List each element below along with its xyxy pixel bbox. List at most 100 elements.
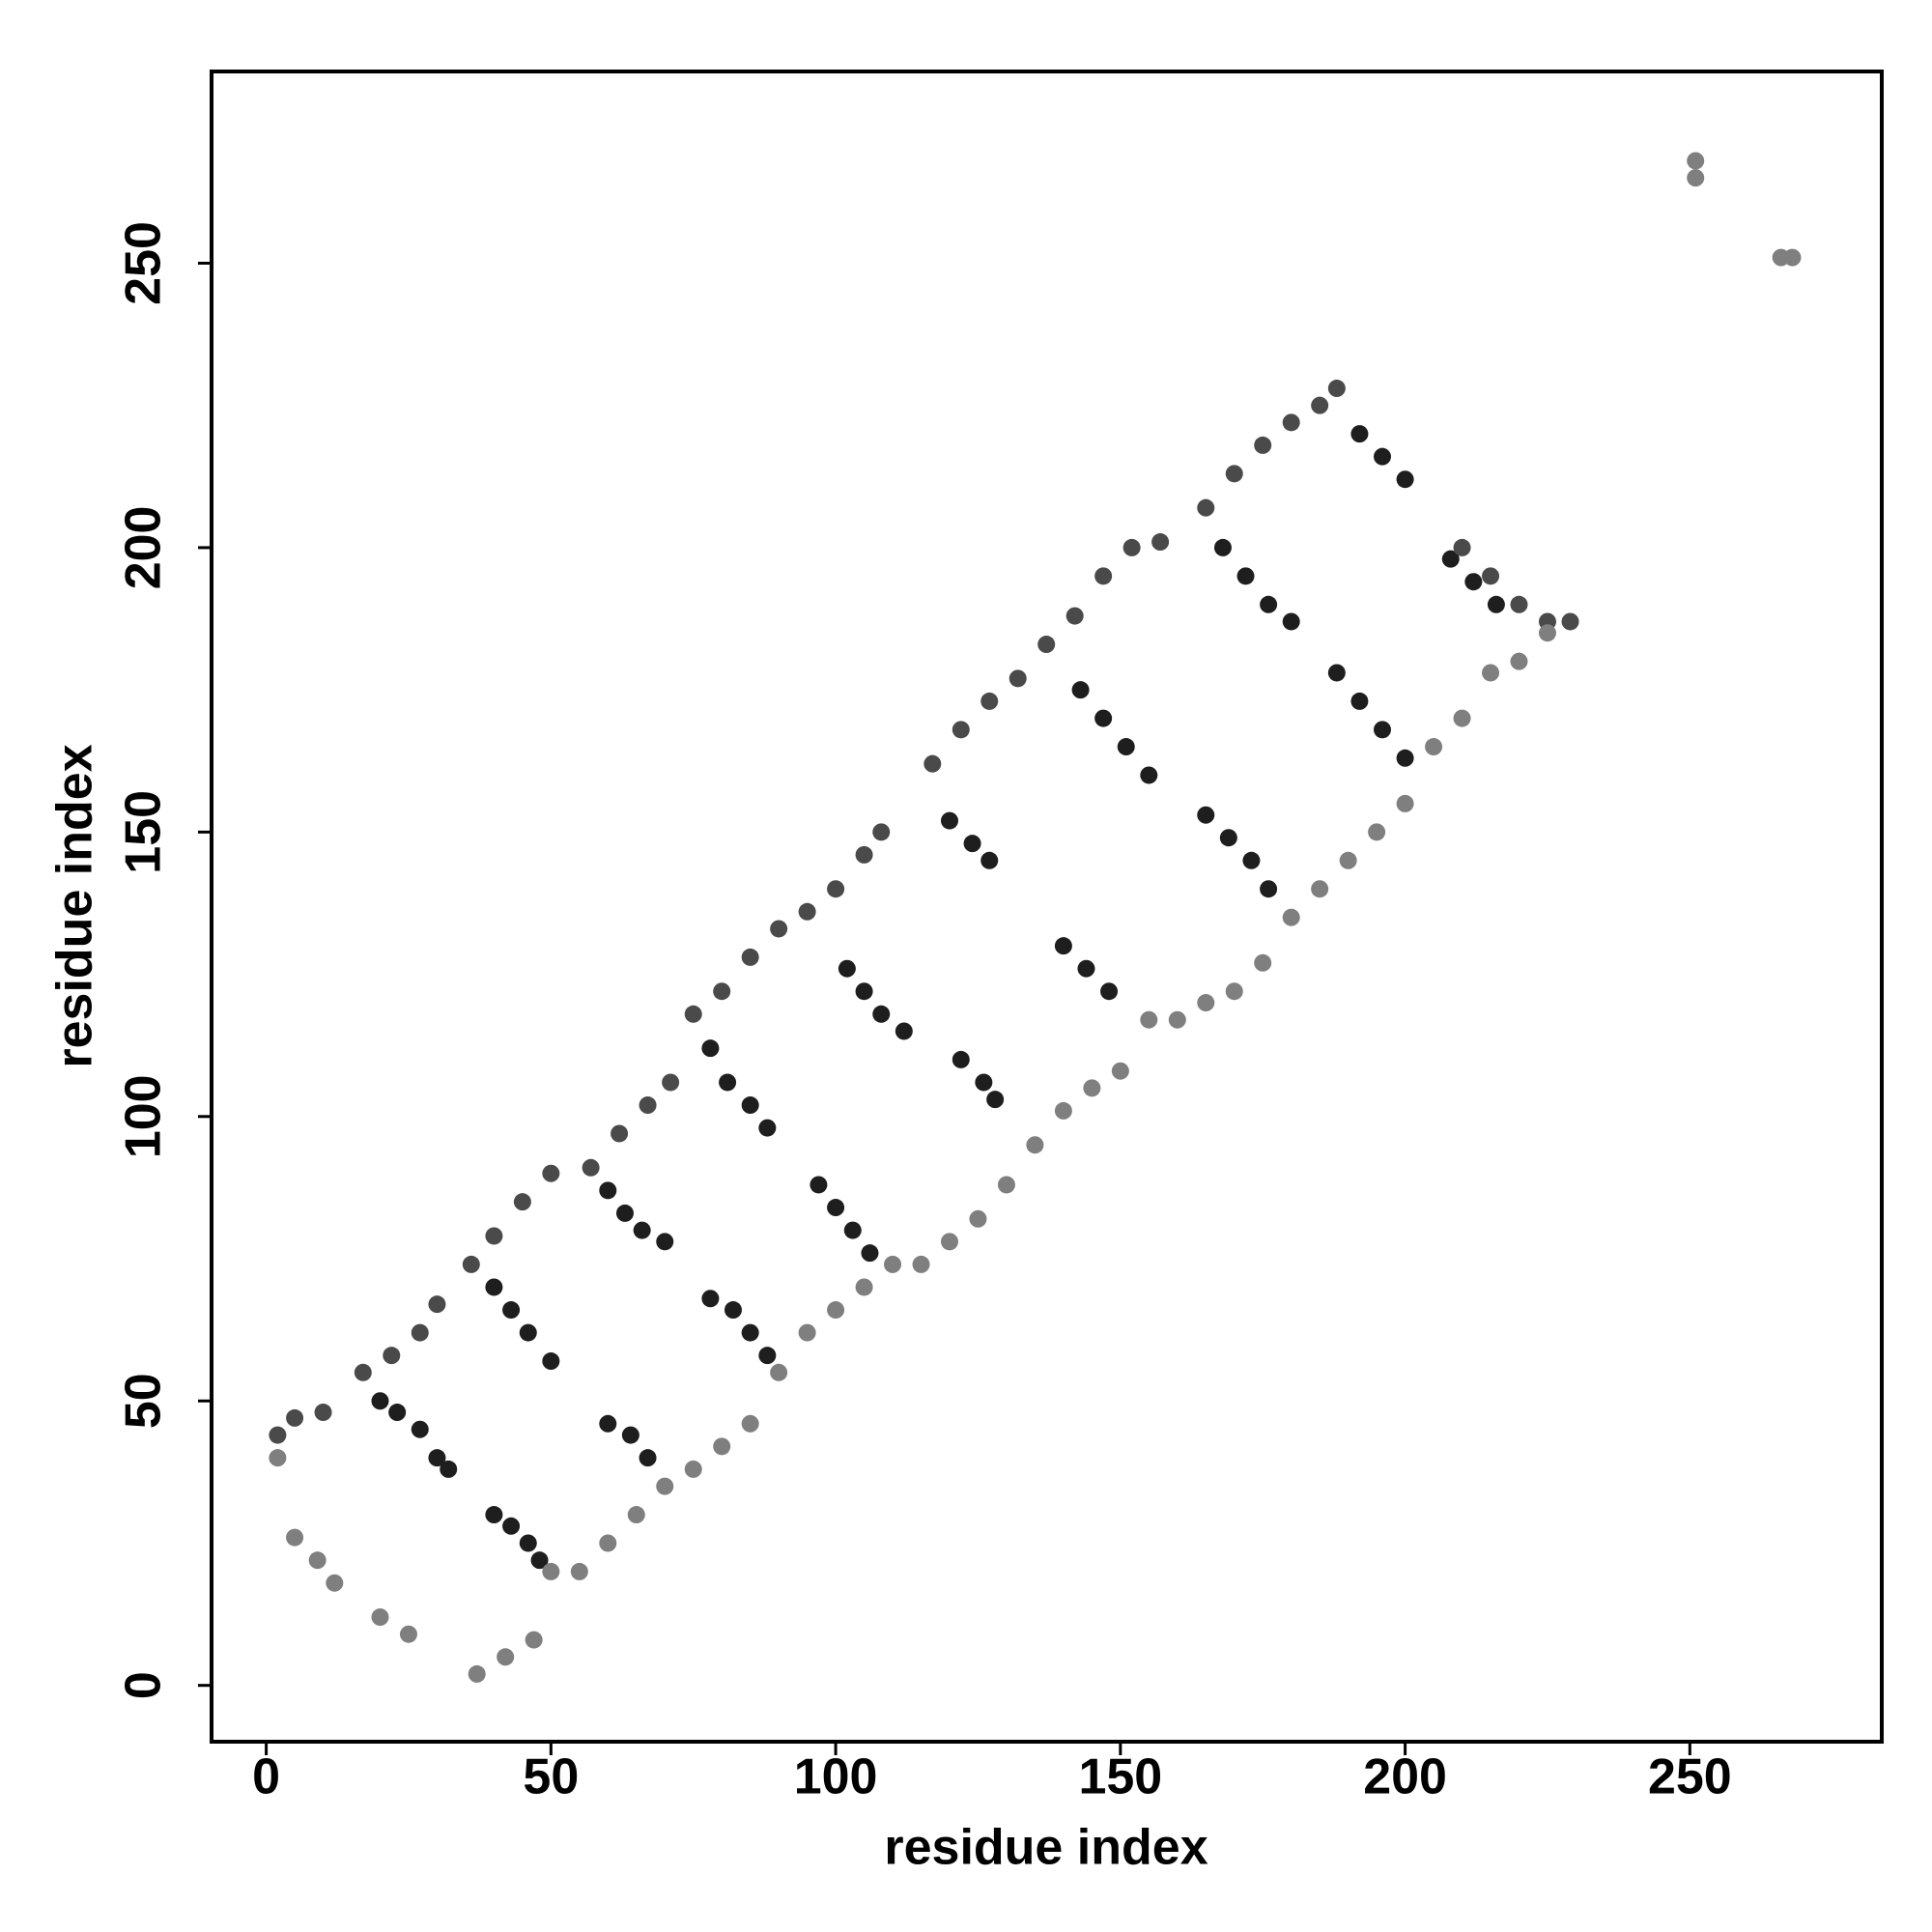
point	[1065, 607, 1084, 625]
point	[1260, 595, 1278, 613]
point	[485, 1227, 503, 1245]
point	[741, 1414, 759, 1433]
point	[286, 1528, 304, 1547]
point	[519, 1323, 537, 1342]
point	[1327, 380, 1346, 398]
point	[713, 1437, 731, 1456]
y-tick-label: 100	[116, 1074, 172, 1158]
point	[1225, 982, 1243, 1001]
point	[701, 1039, 720, 1058]
point	[1374, 447, 1392, 466]
point	[525, 1631, 543, 1649]
point	[827, 1199, 845, 1217]
point	[513, 1193, 531, 1211]
point	[308, 1551, 327, 1570]
point	[798, 902, 816, 921]
point	[542, 1352, 560, 1371]
point	[1254, 953, 1272, 972]
point	[1687, 169, 1705, 187]
point	[963, 835, 981, 853]
point	[940, 1233, 958, 1251]
point	[855, 845, 873, 864]
point	[1453, 538, 1471, 556]
y-tick-label: 250	[116, 221, 172, 305]
point	[1117, 738, 1135, 756]
point	[1083, 1079, 1101, 1097]
point	[639, 1449, 657, 1467]
point	[980, 692, 999, 710]
point	[980, 851, 999, 869]
point	[599, 1181, 617, 1200]
point	[1282, 413, 1300, 432]
y-tick-label: 150	[116, 790, 172, 874]
point	[1350, 425, 1369, 443]
point	[582, 1158, 600, 1177]
point	[1151, 533, 1170, 552]
point	[912, 1255, 930, 1273]
point	[1339, 851, 1357, 869]
point	[810, 1176, 828, 1194]
point	[371, 1608, 389, 1627]
point	[798, 1323, 816, 1342]
point	[1482, 567, 1500, 585]
point	[530, 1551, 549, 1570]
x-tick-label: 200	[1363, 1749, 1447, 1805]
point	[1225, 465, 1243, 483]
point	[1260, 880, 1278, 898]
point	[485, 1278, 503, 1296]
point	[1510, 595, 1528, 613]
y-tick-label: 200	[116, 506, 172, 590]
point	[1687, 152, 1705, 170]
point	[599, 1534, 617, 1552]
point	[621, 1426, 639, 1444]
point	[1254, 436, 1272, 454]
point	[639, 1096, 657, 1115]
point	[1350, 692, 1369, 710]
point	[656, 1477, 674, 1495]
point	[1071, 681, 1090, 699]
point	[1311, 880, 1329, 898]
point	[1464, 573, 1483, 591]
point	[923, 754, 942, 773]
point	[1077, 959, 1095, 978]
point	[1327, 664, 1346, 682]
point	[615, 1204, 634, 1222]
point	[952, 1050, 970, 1068]
point	[838, 959, 856, 978]
point	[354, 1363, 372, 1381]
point	[872, 823, 891, 841]
point	[1009, 669, 1027, 688]
point	[1242, 851, 1261, 869]
point	[1453, 709, 1471, 727]
point	[952, 721, 970, 739]
point	[269, 1449, 287, 1467]
point	[462, 1255, 480, 1273]
point	[861, 1244, 879, 1263]
point	[1094, 567, 1113, 585]
point	[1482, 664, 1500, 682]
point	[611, 1124, 629, 1143]
point	[1026, 1136, 1044, 1154]
point	[371, 1392, 389, 1410]
point	[1425, 738, 1443, 756]
point	[1396, 470, 1414, 489]
point	[1054, 937, 1072, 955]
point	[428, 1449, 446, 1467]
point	[770, 920, 788, 938]
point	[411, 1323, 429, 1342]
point	[827, 1301, 845, 1320]
point	[1510, 652, 1528, 670]
point	[428, 1295, 446, 1314]
point	[1368, 823, 1386, 841]
point	[843, 1221, 862, 1239]
point	[1783, 248, 1802, 267]
point	[1054, 1101, 1072, 1120]
point	[1282, 612, 1300, 631]
point	[719, 1073, 737, 1092]
point	[1374, 721, 1392, 739]
point	[855, 1278, 873, 1296]
x-tick-label: 250	[1648, 1749, 1732, 1805]
point	[724, 1301, 742, 1320]
point	[1197, 806, 1215, 824]
